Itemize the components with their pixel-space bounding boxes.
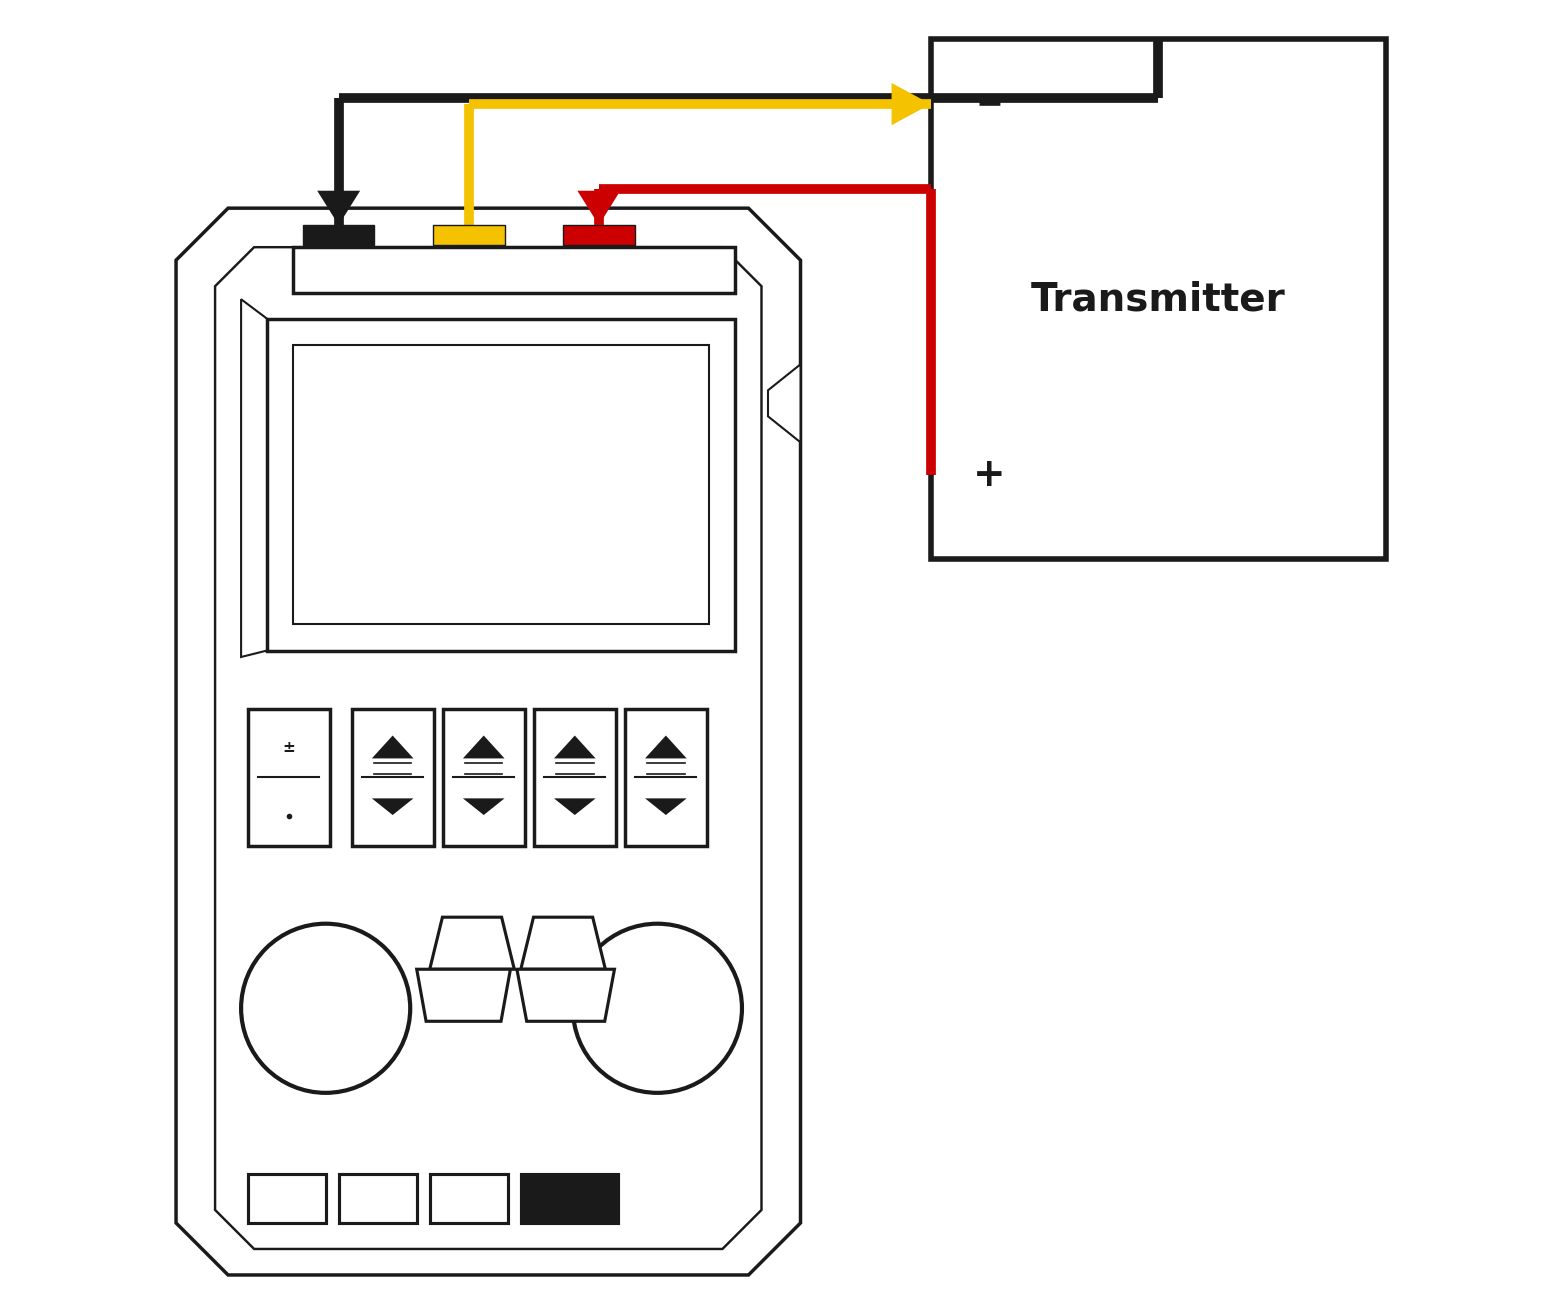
Bar (293, 345, 709, 624)
Bar (434, 225, 505, 245)
Polygon shape (372, 735, 414, 758)
Bar (293, 247, 736, 293)
Bar (352, 709, 434, 846)
Bar (564, 225, 635, 245)
Polygon shape (578, 191, 620, 225)
Circle shape (573, 924, 742, 1093)
Bar (248, 1174, 325, 1223)
Polygon shape (520, 917, 606, 969)
Polygon shape (417, 969, 511, 1021)
Polygon shape (177, 208, 801, 1275)
Polygon shape (463, 799, 505, 814)
Polygon shape (644, 735, 686, 758)
Polygon shape (429, 917, 514, 969)
Bar (534, 709, 617, 846)
Text: +: + (973, 455, 1005, 494)
Circle shape (242, 924, 410, 1093)
Bar (520, 1174, 618, 1223)
Text: Transmitter: Transmitter (1032, 280, 1286, 319)
Polygon shape (892, 83, 931, 125)
Text: ±: ± (282, 740, 294, 755)
Polygon shape (768, 364, 801, 442)
Bar (304, 225, 375, 245)
Polygon shape (555, 799, 596, 814)
Polygon shape (215, 247, 762, 1249)
Bar (266, 319, 736, 650)
Polygon shape (644, 799, 686, 814)
Text: −: − (976, 87, 1004, 121)
Polygon shape (463, 735, 505, 758)
Polygon shape (318, 191, 359, 225)
Polygon shape (555, 735, 596, 758)
Bar (339, 1174, 417, 1223)
Bar (624, 709, 706, 846)
Polygon shape (517, 969, 615, 1021)
Bar (931, 39, 1386, 559)
Bar (248, 709, 330, 846)
Bar (429, 1174, 508, 1223)
Polygon shape (372, 799, 414, 814)
Polygon shape (242, 299, 266, 657)
Bar (443, 709, 525, 846)
